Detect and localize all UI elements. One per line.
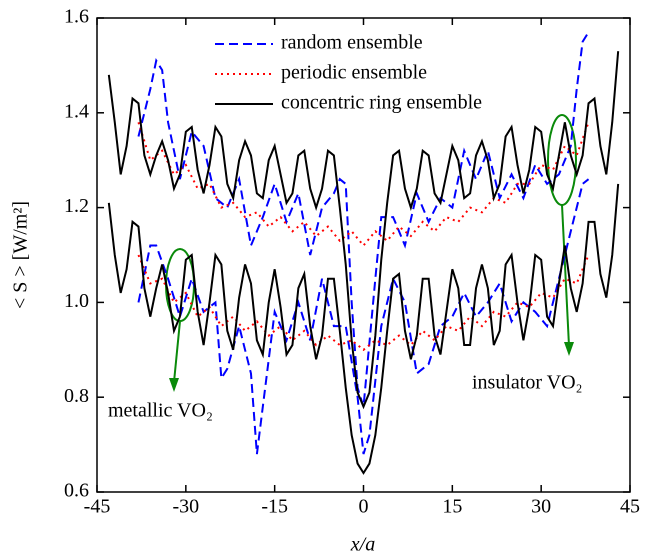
x-tick-label: 45 [620,496,640,518]
y-tick-label: 1.4 [64,100,89,122]
x-tick-label: -45 [84,496,111,518]
legend-label: periodic ensemble [281,62,427,84]
series-line [137,254,590,352]
x-tick-label: 15 [442,496,462,518]
arrow [561,204,570,347]
annotation: metallic VO₂ [108,400,213,422]
y-tick-label: 1.2 [64,195,89,217]
legend-label: concentric ring ensemble [281,92,482,114]
x-tick-label: -30 [172,496,199,518]
arrow-head [564,342,574,356]
arrow [173,320,181,383]
x-tick-label: 0 [359,496,369,518]
y-tick-label: 1.6 [64,6,89,28]
y-tick-label: 1.0 [64,290,89,312]
y-tick-label: 0.6 [64,480,89,502]
arrow-head [169,378,179,392]
x-axis-label: x/a [350,534,375,556]
annotation: insulator VO₂ [472,372,583,394]
y-axis-label: < S > [W/m²] [10,201,32,309]
series-line [137,178,590,455]
y-tick-label: 0.8 [64,385,89,407]
legend-label: random ensemble [281,32,423,54]
series-line [137,121,590,248]
x-tick-label: -15 [261,496,288,518]
x-tick-label: 30 [531,496,551,518]
series-line [107,51,620,410]
series-line [107,183,620,475]
